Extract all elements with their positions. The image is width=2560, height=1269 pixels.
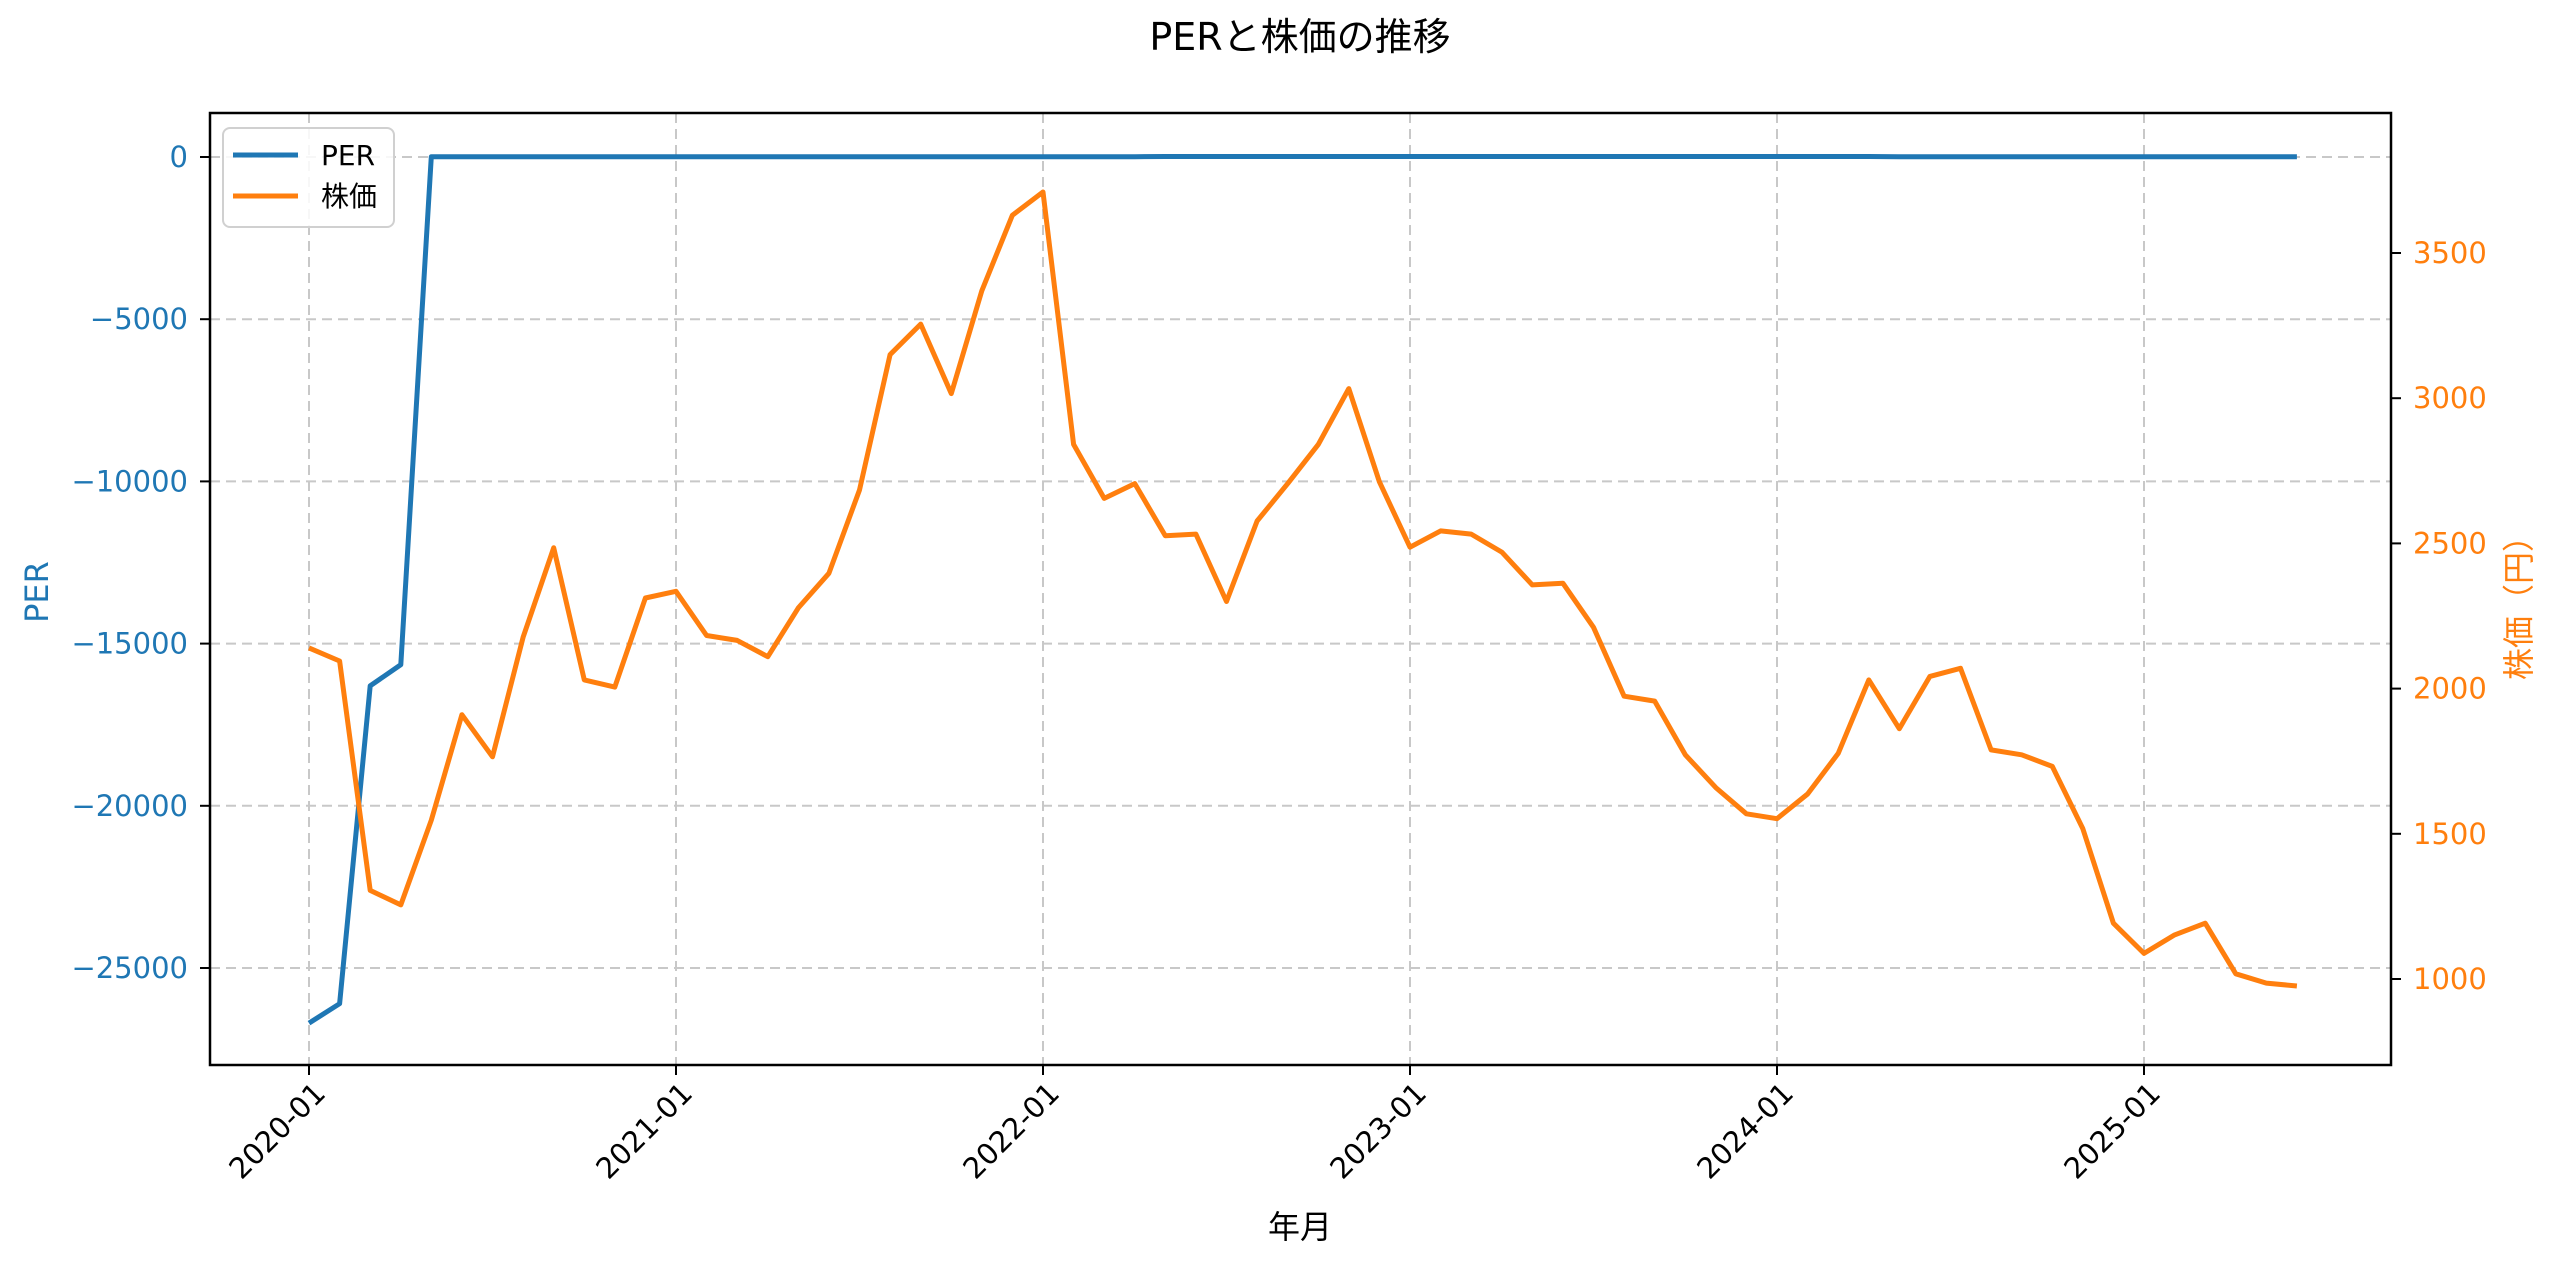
left-tick-label: −5000 <box>90 302 188 336</box>
left-tick-label: 0 <box>170 140 188 174</box>
right-y-axis: 1000 1500 2000 2500 3000 3500 <box>2391 236 2487 996</box>
x-axis-label: 年月 <box>1268 1208 1332 1246</box>
left-tick-label: −10000 <box>71 464 188 498</box>
left-y-axis: 0 −5000 −10000 −15000 −20000 −25000 <box>71 140 210 985</box>
right-tick-label: 2000 <box>2413 672 2487 706</box>
left-tick-label: −15000 <box>71 627 188 661</box>
right-tick-label: 2500 <box>2413 526 2487 560</box>
legend-per-label: PER <box>321 139 375 172</box>
right-y-axis-label: 株価（円） <box>2500 520 2538 680</box>
per-line <box>307 154 2297 1026</box>
left-tick-label: −25000 <box>71 951 188 985</box>
plot-area <box>307 154 2298 1026</box>
right-tick-label: 3500 <box>2413 236 2487 270</box>
right-tick-label: 1500 <box>2413 817 2487 851</box>
right-tick-label: 1000 <box>2413 962 2487 996</box>
legend-price-label: 株価 <box>321 180 377 213</box>
legend: PER 株価 <box>222 127 395 228</box>
right-tick-label: 3000 <box>2413 381 2487 415</box>
stock-price-line <box>308 189 2298 989</box>
left-y-axis-label: PER <box>18 561 56 623</box>
left-tick-label: −20000 <box>71 789 188 823</box>
axes-frame <box>208 111 2393 1067</box>
chart-title: PERと株価の推移 <box>1149 15 1450 59</box>
